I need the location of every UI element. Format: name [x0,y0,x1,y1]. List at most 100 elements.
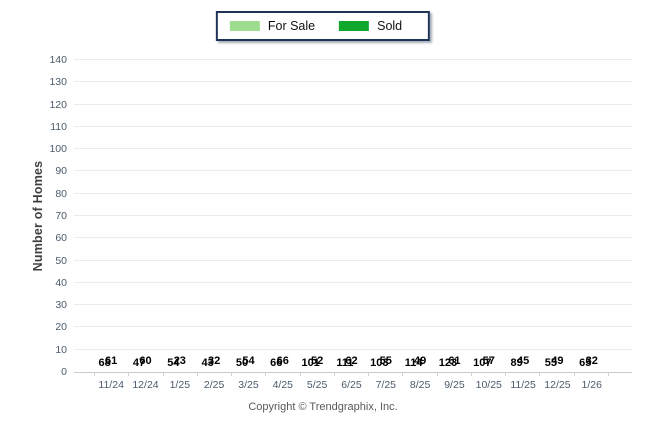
x-tick-label-1/26: 1/26 [581,379,602,391]
x-tick-label-12/24: 12/24 [132,379,159,391]
x-axis-tick [436,372,438,376]
x-axis-labels: 11/24 12/24 1/25 2/25 3/25 4/25 5/25 6/25 7/25 8/… [94,379,609,391]
y-tick-label-120: 120 [49,98,67,111]
for-sale-value-6/25: 111 [336,357,354,369]
x-tick-label-7/25: 7/25 [375,379,396,391]
bar-group-4/25: 66 66 [266,60,300,372]
x-axis-tick [231,372,233,376]
x-tick-label-6/25: 6/25 [341,379,362,391]
for-sale-swatch [229,21,260,31]
x-tick-label-11/24: 11/24 [98,379,124,391]
y-tick-label-30: 30 [55,299,67,312]
y-axis-title: Number of Homes [31,160,45,272]
x-tick-label-1/25: 1/25 [169,379,191,391]
for-sale-value-7/25: 103 [370,357,389,369]
gridline-40 [74,281,632,283]
gridline-60 [74,237,632,239]
x-tick-label-8/25: 8/25 [409,379,431,391]
x-tick-label-4/25: 4/25 [272,379,294,391]
sold-value-4/25: 66 [276,355,289,367]
sold-value-11/25: 45 [516,355,530,367]
x-tick-label-3/25: 3/25 [238,379,259,391]
x-axis-ticks [94,372,609,376]
bar-groups: 68 61 47 60 54 23 43 32 50 54 66 66 101 52 111 62 103 55 1… [94,60,609,372]
x-axis-tick [128,372,130,376]
y-tick-label-20: 20 [55,321,67,334]
x-axis-tick [265,372,267,376]
y-tick-label-100: 100 [49,143,67,156]
bar-group-12/25: 55 49 [540,60,574,372]
for-sale-value-8/25: 114 [404,357,423,369]
plot-area: 0 10 20 30 40 50 60 70 80 90 100 110 120 130 140 68 61 4… [49,54,632,391]
gridline-20 [74,326,632,328]
x-axis-tick [299,372,301,376]
x-axis-tick [470,372,472,376]
x-axis-tick [607,372,609,376]
y-tick-label-70: 70 [55,210,67,222]
bar-group-3/25: 50 54 [231,60,265,372]
x-axis-tick [162,372,164,376]
y-tick-label-80: 80 [55,187,67,200]
for-sale-value-12/24: 47 [132,357,146,369]
y-axis-labels: 0 10 20 30 40 50 60 70 80 90 100 110 120 130 140 [49,54,632,378]
bar-group-12/24: 47 60 [128,60,162,372]
y-tick-label-130: 130 [49,76,67,89]
gridline-130 [74,81,632,83]
bar-group-2/25: 43 32 [197,60,231,372]
sold-value-10/25: 57 [482,355,495,367]
x-tick-label-2/25: 2/25 [203,379,225,391]
legend: For Sale Sold [215,11,431,41]
sold-value-5/25: 52 [311,355,324,367]
bar-group-10/25: 107 57 [472,60,506,372]
gridline-140 [74,59,632,60]
x-axis-tick [573,372,575,376]
y-tick-label-90: 90 [55,165,67,178]
y-tick-label-40: 40 [55,276,67,289]
bar-group-6/25: 111 62 [334,60,368,372]
y-tick-label-10: 10 [55,343,67,356]
x-tick-label-5/25: 5/25 [306,379,328,391]
x-tick-label-10/25: 10/25 [475,379,502,391]
gridline-70 [74,215,632,216]
sold-value-2/25: 32 [208,355,221,367]
sold-value-3/25: 54 [242,355,255,367]
for-sale-value-3/25: 50 [235,357,249,369]
x-axis-tick [505,372,507,376]
x-axis-tick [402,372,404,376]
gridline-80 [74,192,632,194]
y-tick-label-50: 50 [55,254,67,267]
x-axis-tick [196,372,198,376]
bar-group-8/25: 114 49 [403,60,437,372]
bar-group-11/25: 89 45 [506,60,540,372]
x-axis-tick [539,372,541,376]
y-tick-label-140: 140 [49,54,67,66]
gridline-110 [74,125,632,127]
sold-value-11/24: 61 [105,355,118,367]
legend-label-for-sale: For Sale [267,18,316,33]
bar-group-7/25: 103 55 [369,60,403,372]
gridline-100 [74,148,632,150]
bar-group-1/26: 65 32 [575,60,609,372]
sold-value-12/24: 60 [139,355,152,367]
sold-value-6/25: 62 [345,355,358,367]
for-sale-value-9/25: 123 [438,357,458,369]
for-sale-value-5/25: 101 [301,357,320,369]
x-axis-tick [94,372,95,376]
sold-value-9/25: 61 [448,355,461,367]
sold-value-12/25: 49 [551,355,564,367]
gridline-90 [74,170,632,172]
legend-label-sold: Sold [377,18,403,33]
y-tick-label-0: 0 [61,366,67,378]
x-tick-label-9/25: 9/25 [444,379,465,391]
gridline-50 [74,259,632,261]
gridline-30 [74,304,632,306]
bar-group-9/25: 123 61 [437,60,471,372]
for-sale-value-12/25: 55 [544,357,558,369]
gridline-10 [74,348,632,350]
for-sale-value-1/26: 65 [579,357,592,369]
for-sale-value-11/24: 68 [98,357,111,369]
sold-swatch [339,21,370,31]
y-tick-label-60: 60 [55,232,67,245]
x-axis-tick [368,372,370,376]
